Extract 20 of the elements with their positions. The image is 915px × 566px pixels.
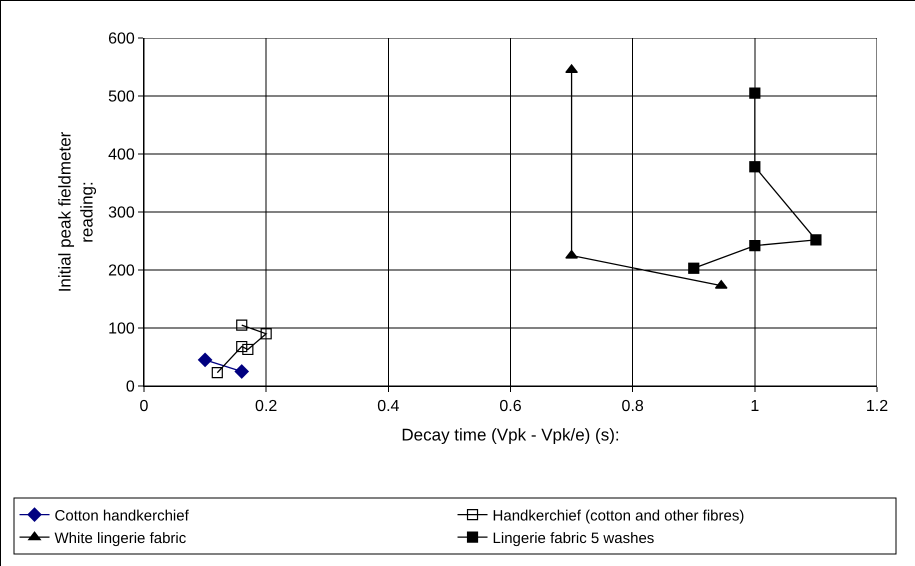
x-tick-label: 0.2 [255, 398, 278, 416]
legend-label: White lingerie fabric [54, 530, 187, 547]
x-tick-label: 0.6 [499, 398, 522, 416]
y-tick-label: 100 [108, 320, 135, 338]
y-tick-label: 0 [126, 378, 135, 396]
legend-label: Cotton handkerchief [54, 507, 190, 524]
legend-label: Handkerchief (cotton and other fibres) [492, 507, 744, 524]
y-tick-label: 200 [108, 262, 135, 280]
y-tick-label: 500 [108, 88, 135, 106]
x-tick-label: 1.2 [866, 398, 888, 416]
x-tick-label: 0.8 [622, 398, 644, 416]
y-tick-label: 600 [108, 30, 135, 48]
x-tick-label: 1 [750, 398, 760, 416]
x-axis-title: Decay time (Vpk - Vpk/e) (s): [401, 426, 620, 445]
y-tick-label: 400 [108, 146, 135, 164]
x-tick-label: 0.4 [377, 398, 400, 416]
x-tick-label: 0 [140, 398, 149, 416]
legend-label: Lingerie fabric 5 washes [492, 530, 654, 547]
y-tick-label: 300 [108, 204, 135, 222]
y-axis-title: Initial peak fieldmeter reading: [56, 131, 97, 292]
